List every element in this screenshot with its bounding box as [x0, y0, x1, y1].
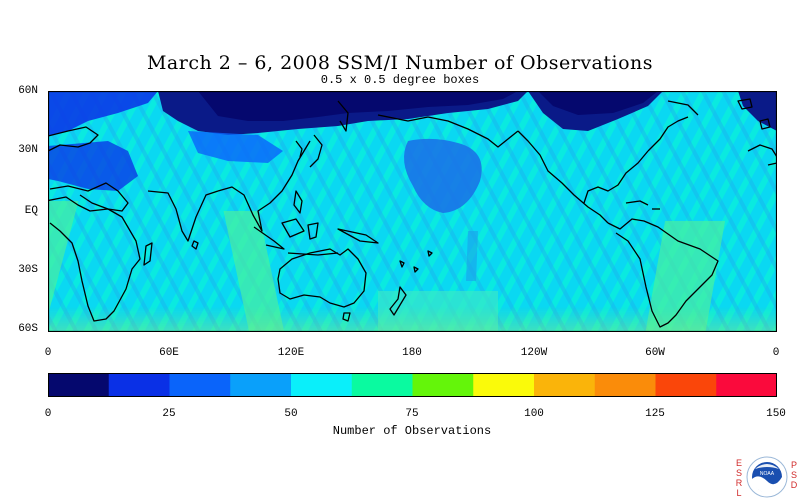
page-title: March 2 – 6, 2008 SSM/I Number of Observ… — [146, 52, 654, 74]
colorbar-swatch-3 — [230, 373, 292, 397]
lon-label-60w: 60W — [645, 347, 665, 359]
lon-label-0: 0 — [44, 347, 52, 359]
colorbar-swatch-2 — [169, 373, 231, 397]
colorbar-tick-0: 0 — [44, 408, 52, 420]
lon-label-60e: 60E — [159, 347, 179, 359]
lat-label-30n: 30N — [18, 144, 38, 156]
map-frame — [48, 91, 777, 332]
noaa-logo-icon: NOAA — [746, 456, 788, 498]
high-latitude-land — [48, 91, 777, 191]
lat-label-60n: 60N — [18, 85, 38, 97]
colorbar-tick-125: 125 — [645, 408, 665, 420]
logo-letter-d: D — [790, 480, 798, 490]
logo-letter-e: E — [735, 458, 742, 468]
lat-label-60s: 60S — [18, 323, 38, 335]
observation-map — [48, 91, 777, 332]
lon-label-180: 180 — [402, 347, 422, 359]
logo-letter-r: R — [735, 478, 743, 488]
colorbar-swatch-9 — [594, 373, 656, 397]
colorbar-swatch-0 — [48, 373, 110, 397]
logo-letter-s: S — [735, 468, 742, 478]
page-subtitle: 0.5 x 0.5 degree boxes — [320, 73, 480, 87]
lon-label-0-right: 0 — [772, 347, 780, 359]
colorbar-swatch-7 — [473, 373, 535, 397]
logo-letter-l: L — [736, 488, 742, 498]
lat-label-eq: EQ — [24, 205, 38, 217]
colorbar-tick-100: 100 — [524, 408, 544, 420]
logo-letter-p: P — [790, 460, 797, 470]
colorbar — [48, 373, 777, 397]
colorbar-swatch-4 — [291, 373, 353, 397]
colorbar-swatch-1 — [108, 373, 170, 397]
lon-label-120w: 120W — [520, 347, 548, 359]
colorbar-swatch-5 — [351, 373, 413, 397]
colorbar-swatch-6 — [412, 373, 474, 397]
colorbar-tick-50: 50 — [284, 408, 298, 420]
colorbar-swatch-11 — [716, 373, 777, 397]
low-count-region — [404, 138, 482, 213]
colorbar-tick-150: 150 — [766, 408, 786, 420]
coastlines — [48, 98, 777, 328]
colorbar-label: Number of Observations — [332, 424, 492, 438]
lon-label-120e: 120E — [277, 347, 305, 359]
noaa-logo: E S R L NOAA P S D — [733, 455, 799, 500]
svg-text:NOAA: NOAA — [760, 471, 775, 477]
lat-label-30s: 30S — [18, 264, 38, 276]
colorbar-swatch-8 — [534, 373, 596, 397]
colorbar-tick-25: 25 — [162, 408, 176, 420]
colorbar-frame — [48, 373, 777, 397]
colorbar-tick-75: 75 — [405, 408, 419, 420]
colorbar-swatch-10 — [655, 373, 717, 397]
logo-letter-s2: S — [790, 470, 797, 480]
green-swath-bands — [48, 201, 777, 332]
